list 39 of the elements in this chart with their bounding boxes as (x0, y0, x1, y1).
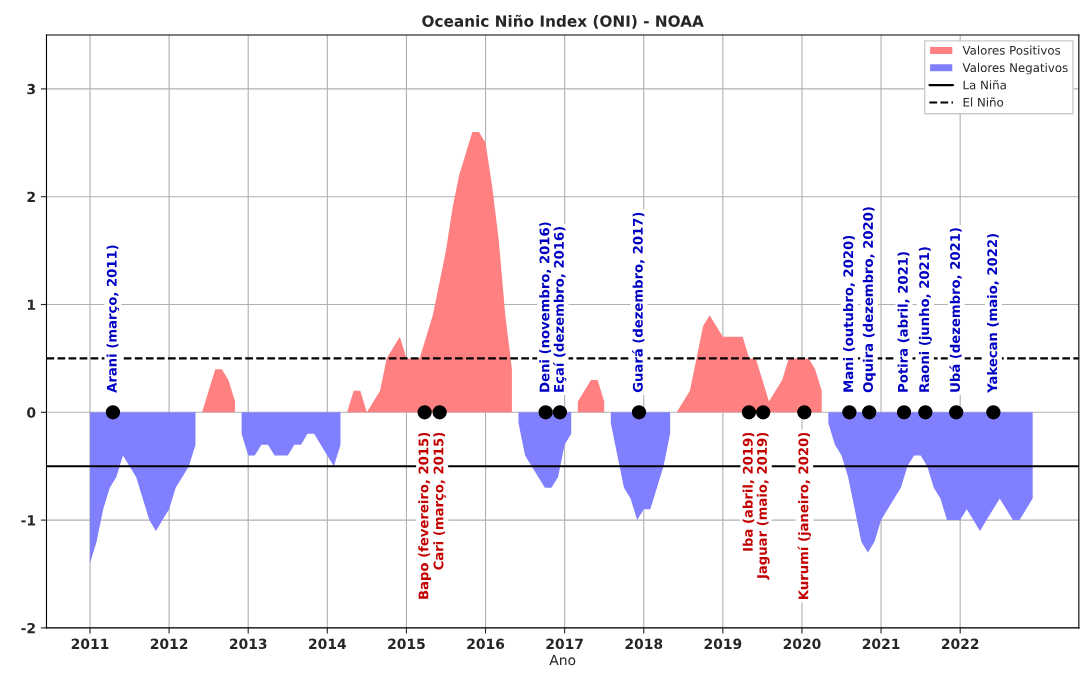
annotation: Bapo (fevereiro, 2015) (418, 432, 431, 599)
x-tick-label: 2017 (546, 638, 583, 650)
x-tick-label: 2022 (941, 638, 979, 650)
annotation: Mani (outubro, 2020) (843, 235, 855, 392)
annotation: Deni (novembro, 2016) (539, 222, 552, 392)
annotation: Eçaí (dezembro, 2016) (553, 226, 567, 392)
annotation: Potira (abril, 2021) (897, 252, 910, 392)
x-tick-label: 2014 (309, 638, 347, 650)
annotation: Cari (março, 2015) (433, 432, 446, 570)
annotation: Iba (abril, 2019) (742, 432, 755, 551)
x-tick-label: 2011 (71, 638, 109, 650)
legend-label: Valores Negativos (962, 62, 1068, 75)
annotation: Yakecan (maio, 2022) (987, 234, 999, 393)
annotation: Oquira (dezembro, 2020) (862, 207, 876, 393)
x-axis-title: Ano (549, 654, 576, 666)
legend-label: La Niña (963, 80, 1006, 90)
y-tick-label: -1 (21, 515, 36, 526)
x-tick-label: 2016 (467, 638, 505, 650)
annotation: Guará (dezembro, 2017) (632, 212, 645, 393)
annotation: Raoni (junho, 2021) (918, 247, 932, 392)
legend-label: Valores Positivos (962, 45, 1061, 55)
x-tick-label: 2015 (388, 638, 425, 650)
y-tick-label: 2 (27, 191, 35, 202)
annotation: Ubá (dezembro, 2021) (949, 228, 962, 392)
annotation: Arani (março, 2011) (106, 245, 120, 393)
x-tick-label: 2019 (704, 638, 742, 650)
chart-title: Oceanic Niño Index (ONI) - NOAA (422, 14, 704, 29)
annotation: Kurumí (janeiro, 2020) (797, 432, 812, 599)
y-tick-label: -2 (21, 622, 35, 634)
y-tick-label: 1 (27, 299, 36, 310)
legend-label: El Niño (963, 97, 1004, 107)
y-tick-label: 3 (27, 83, 35, 95)
x-tick-label: 2013 (229, 638, 267, 650)
x-tick-label: 2020 (783, 638, 821, 650)
y-tick-label: 0 (27, 407, 36, 418)
x-tick-label: 2021 (862, 638, 900, 650)
x-tick-label: 2018 (625, 638, 663, 650)
annotation: Jaguar (maio, 2019) (756, 432, 770, 580)
x-tick-label: 2012 (150, 638, 188, 650)
